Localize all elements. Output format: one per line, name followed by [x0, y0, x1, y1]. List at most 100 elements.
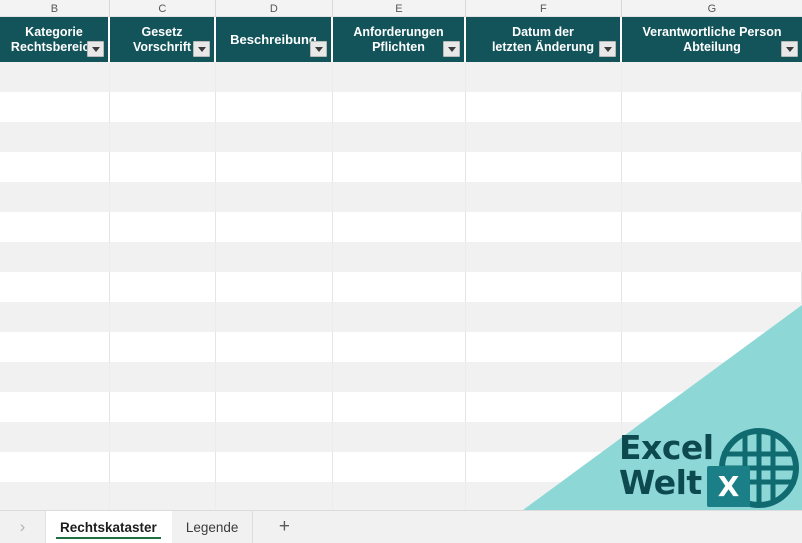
grid-cell-D14[interactable] — [216, 422, 333, 452]
grid-cell-C10[interactable] — [110, 302, 216, 332]
table-row[interactable] — [0, 332, 802, 362]
grid-cell-E3[interactable] — [333, 92, 466, 122]
filter-dropdown-icon[interactable] — [310, 41, 327, 57]
grid-cell-F2[interactable] — [466, 62, 622, 92]
grid-cell-F9[interactable] — [466, 272, 622, 302]
grid-cell-G11[interactable] — [622, 332, 802, 362]
table-row[interactable] — [0, 182, 802, 212]
grid-cell-F10[interactable] — [466, 302, 622, 332]
column-letter-e[interactable]: E — [333, 0, 466, 17]
grid-cell-G4[interactable] — [622, 122, 802, 152]
grid-cell-C11[interactable] — [110, 332, 216, 362]
filter-dropdown-icon[interactable] — [599, 41, 616, 57]
grid-cell-E16[interactable] — [333, 482, 466, 510]
column-letter-f[interactable]: F — [466, 0, 622, 17]
grid-cell-D10[interactable] — [216, 302, 333, 332]
grid-cell-C12[interactable] — [110, 362, 216, 392]
table-row[interactable] — [0, 362, 802, 392]
grid-cell-D9[interactable] — [216, 272, 333, 302]
grid-cell-B10[interactable] — [0, 302, 110, 332]
grid-cell-F11[interactable] — [466, 332, 622, 362]
grid-cell-C16[interactable] — [110, 482, 216, 510]
table-row[interactable] — [0, 92, 802, 122]
grid-cell-D15[interactable] — [216, 452, 333, 482]
grid-cell-D16[interactable] — [216, 482, 333, 510]
grid-cell-B11[interactable] — [0, 332, 110, 362]
table-row[interactable] — [0, 302, 802, 332]
grid-cell-G13[interactable] — [622, 392, 802, 422]
grid-cell-G3[interactable] — [622, 92, 802, 122]
column-letter-g[interactable]: G — [707, 2, 717, 15]
grid-cell-B15[interactable] — [0, 452, 110, 482]
grid-cell-B6[interactable] — [0, 182, 110, 212]
grid-cell-E9[interactable] — [333, 272, 466, 302]
table-row[interactable] — [0, 152, 802, 182]
grid-cell-G7[interactable] — [622, 212, 802, 242]
grid-cell-D11[interactable] — [216, 332, 333, 362]
table-row[interactable] — [0, 272, 802, 302]
grid-cell-B2[interactable] — [0, 62, 110, 92]
grid-cell-C5[interactable] — [110, 152, 216, 182]
grid-cell-D7[interactable] — [216, 212, 333, 242]
grid-cell-E11[interactable] — [333, 332, 466, 362]
grid-cell-F3[interactable] — [466, 92, 622, 122]
grid-cell-E8[interactable] — [333, 242, 466, 272]
grid-cell-E12[interactable] — [333, 362, 466, 392]
grid-cell-B5[interactable] — [0, 152, 110, 182]
filter-dropdown-icon[interactable] — [443, 41, 460, 57]
grid-cell-D4[interactable] — [216, 122, 333, 152]
grid-cell-C9[interactable] — [110, 272, 216, 302]
grid-cell-D6[interactable] — [216, 182, 333, 212]
table-row[interactable] — [0, 62, 802, 92]
grid-cell-E2[interactable] — [333, 62, 466, 92]
filter-dropdown-icon[interactable] — [193, 41, 210, 57]
grid-cell-E7[interactable] — [333, 212, 466, 242]
grid-cell-G6[interactable] — [622, 182, 802, 212]
grid-cell-F5[interactable] — [466, 152, 622, 182]
sheet-tab-legende[interactable]: Legende — [172, 511, 254, 543]
grid-cell-D13[interactable] — [216, 392, 333, 422]
grid-cell-G12[interactable] — [622, 362, 802, 392]
grid-cell-E14[interactable] — [333, 422, 466, 452]
grid-cell-G8[interactable] — [622, 242, 802, 272]
grid-cell-C14[interactable] — [110, 422, 216, 452]
table-row[interactable] — [0, 122, 802, 152]
grid-cell-G10[interactable] — [622, 302, 802, 332]
sheet-tab-rechtskataster[interactable]: Rechtskataster — [46, 511, 172, 543]
table-row[interactable] — [0, 392, 802, 422]
grid-cell-B13[interactable] — [0, 392, 110, 422]
grid-cell-G5[interactable] — [622, 152, 802, 182]
table-row[interactable] — [0, 212, 802, 242]
grid-cell-G2[interactable] — [622, 62, 802, 92]
grid-cell-F15[interactable] — [466, 452, 622, 482]
grid-cell-E13[interactable] — [333, 392, 466, 422]
grid-cell-D3[interactable] — [216, 92, 333, 122]
column-letter-c[interactable]: C — [110, 0, 216, 17]
grid-cell-F14[interactable] — [466, 422, 622, 452]
grid-cell-B3[interactable] — [0, 92, 110, 122]
grid-cell-F4[interactable] — [466, 122, 622, 152]
column-letter-d[interactable]: D — [216, 0, 333, 17]
grid-cell-C4[interactable] — [110, 122, 216, 152]
table-row[interactable] — [0, 242, 802, 272]
grid-cell-C7[interactable] — [110, 212, 216, 242]
grid-cell-F6[interactable] — [466, 182, 622, 212]
grid-cell-C6[interactable] — [110, 182, 216, 212]
chevron-right-icon[interactable]: › — [0, 511, 46, 543]
grid-cell-F8[interactable] — [466, 242, 622, 272]
grid-body[interactable] — [0, 62, 802, 510]
grid-cell-D2[interactable] — [216, 62, 333, 92]
grid-cell-D5[interactable] — [216, 152, 333, 182]
grid-cell-D8[interactable] — [216, 242, 333, 272]
grid-cell-C8[interactable] — [110, 242, 216, 272]
add-sheet-button[interactable]: + — [278, 516, 290, 537]
grid-cell-B9[interactable] — [0, 272, 110, 302]
grid-cell-E6[interactable] — [333, 182, 466, 212]
grid-cell-F16[interactable] — [466, 482, 622, 510]
grid-cell-C15[interactable] — [110, 452, 216, 482]
grid-cell-C2[interactable] — [110, 62, 216, 92]
grid-cell-B4[interactable] — [0, 122, 110, 152]
grid-cell-F13[interactable] — [466, 392, 622, 422]
grid-cell-B8[interactable] — [0, 242, 110, 272]
grid-cell-F7[interactable] — [466, 212, 622, 242]
